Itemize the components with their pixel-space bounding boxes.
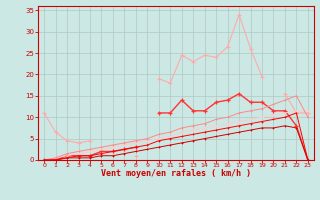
X-axis label: Vent moyen/en rafales ( km/h ): Vent moyen/en rafales ( km/h ) [101, 169, 251, 178]
